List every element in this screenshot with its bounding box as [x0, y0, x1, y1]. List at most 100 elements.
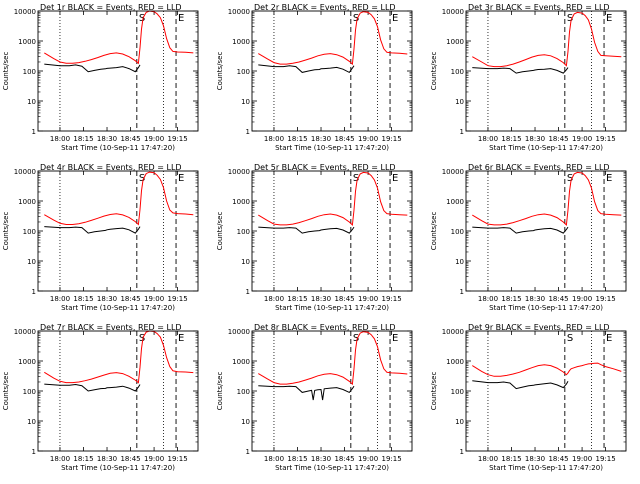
plot-frame: [37, 10, 199, 132]
flare-start-marker: S: [139, 13, 145, 24]
panel-det-6r: Det 6r BLACK = Events, RED = LLD Counts/s…: [430, 163, 627, 312]
x-tick-label: 18:00: [478, 135, 498, 143]
y-axis-label: Counts/sec: [216, 372, 224, 411]
y-tick-label: 10000: [442, 8, 464, 16]
panel-det-1r: Det 1r BLACK = Events, RED = LLD Counts/s…: [2, 3, 199, 152]
events-series-line: [44, 383, 141, 392]
panel-det-4r: Det 4r BLACK = Events, RED = LLD Counts/s…: [2, 163, 199, 312]
events-series-line: [44, 63, 141, 73]
x-tick-label: 19:15: [382, 135, 402, 143]
flare-start-marker: S: [353, 173, 359, 184]
panel-title: Det 6r BLACK = Events, RED = LLD: [468, 163, 610, 172]
flare-start-marker: S: [567, 173, 573, 184]
x-axis-label: Start Time (10-Sep-11 17:47:20): [489, 304, 603, 312]
x-tick-label: 18:15: [287, 455, 307, 463]
x-tick-label: 19:15: [168, 455, 188, 463]
x-tick-label: 19:00: [572, 295, 592, 303]
lld-series-line: [258, 331, 408, 386]
flare-end-marker: E: [392, 333, 398, 344]
y-tick-label: 10000: [14, 168, 36, 176]
x-tick-label: 18:30: [525, 455, 545, 463]
y-tick-label: 1000: [232, 38, 250, 46]
y-tick-label: 10000: [228, 328, 250, 336]
plot-frame: [465, 10, 627, 132]
events-series-line: [472, 67, 569, 74]
events-series-line: [258, 64, 355, 74]
x-tick-label: 18:15: [501, 295, 521, 303]
y-tick-label: 10: [27, 98, 36, 106]
events-series-line: [472, 226, 569, 234]
lld-series-line: [258, 171, 408, 226]
x-tick-label: 18:15: [73, 295, 93, 303]
y-tick-label: 1: [32, 128, 36, 136]
x-tick-label: 18:45: [120, 295, 140, 303]
y-tick-label: 10000: [442, 328, 464, 336]
plot-frame: [251, 330, 413, 452]
panel-title: Det 8r BLACK = Events, RED = LLD: [254, 323, 396, 332]
y-axis-label: Counts/sec: [2, 372, 10, 411]
x-tick-label: 18:30: [97, 455, 117, 463]
y-tick-label: 100: [237, 68, 250, 76]
y-axis-label: Counts/sec: [430, 52, 438, 91]
x-axis-label: Start Time (10-Sep-11 17:47:20): [61, 144, 175, 152]
y-tick-label: 10000: [14, 328, 36, 336]
y-axis-label: Counts/sec: [216, 212, 224, 251]
x-tick-label: 19:00: [144, 135, 164, 143]
x-tick-label: 18:15: [501, 135, 521, 143]
panel-det-8r: Det 8r BLACK = Events, RED = LLD Counts/s…: [216, 323, 413, 472]
plot-frame: [465, 170, 627, 292]
y-tick-label: 10: [455, 98, 464, 106]
y-tick-label: 1000: [446, 198, 464, 206]
y-tick-label: 1000: [232, 358, 250, 366]
flare-end-marker: E: [178, 173, 184, 184]
x-tick-label: 19:00: [572, 135, 592, 143]
y-tick-label: 10000: [228, 8, 250, 16]
x-tick-label: 18:30: [97, 295, 117, 303]
y-tick-label: 1000: [232, 198, 250, 206]
y-tick-label: 1: [460, 448, 464, 456]
y-tick-label: 10: [241, 418, 250, 426]
y-tick-label: 1000: [446, 38, 464, 46]
x-tick-label: 18:00: [264, 135, 284, 143]
y-tick-label: 1000: [18, 38, 36, 46]
y-tick-label: 1: [32, 288, 36, 296]
y-tick-label: 10: [241, 98, 250, 106]
x-axis-label: Start Time (10-Sep-11 17:47:20): [489, 464, 603, 472]
x-tick-label: 18:30: [525, 295, 545, 303]
x-tick-label: 18:00: [478, 455, 498, 463]
y-axis-label: Counts/sec: [430, 212, 438, 251]
y-tick-label: 1000: [446, 358, 464, 366]
x-tick-label: 19:15: [382, 455, 402, 463]
x-tick-label: 18:45: [548, 295, 568, 303]
x-tick-label: 19:00: [144, 455, 164, 463]
x-axis-label: Start Time (10-Sep-11 17:47:20): [275, 144, 389, 152]
y-tick-label: 10000: [228, 168, 250, 176]
y-tick-label: 100: [23, 68, 36, 76]
plot-frame: [465, 330, 627, 452]
x-tick-label: 18:00: [50, 135, 70, 143]
panel-det-9r: Det 9r BLACK = Events, RED = LLD Counts/s…: [430, 323, 627, 472]
x-tick-label: 18:45: [334, 455, 354, 463]
lld-series-line: [44, 330, 194, 384]
y-tick-label: 10: [455, 418, 464, 426]
y-tick-label: 100: [23, 228, 36, 236]
x-tick-label: 18:30: [311, 135, 331, 143]
panel-title: Det 7r BLACK = Events, RED = LLD: [40, 323, 182, 332]
lld-series-line: [44, 171, 194, 226]
x-tick-label: 19:00: [144, 295, 164, 303]
x-tick-label: 18:15: [73, 455, 93, 463]
y-tick-label: 100: [451, 68, 464, 76]
flare-end-marker: E: [606, 173, 612, 184]
panel-title: Det 2r BLACK = Events, RED = LLD: [254, 3, 396, 12]
lld-series-line: [258, 11, 408, 66]
y-tick-label: 1: [32, 448, 36, 456]
plot-frame: [37, 170, 199, 292]
y-tick-label: 100: [451, 228, 464, 236]
x-axis-label: Start Time (10-Sep-11 17:47:20): [275, 304, 389, 312]
x-tick-label: 18:15: [287, 135, 307, 143]
y-tick-label: 1: [460, 288, 464, 296]
x-tick-label: 19:15: [596, 295, 616, 303]
x-tick-label: 18:45: [334, 135, 354, 143]
x-tick-label: 18:45: [120, 455, 140, 463]
x-tick-label: 18:00: [50, 455, 70, 463]
